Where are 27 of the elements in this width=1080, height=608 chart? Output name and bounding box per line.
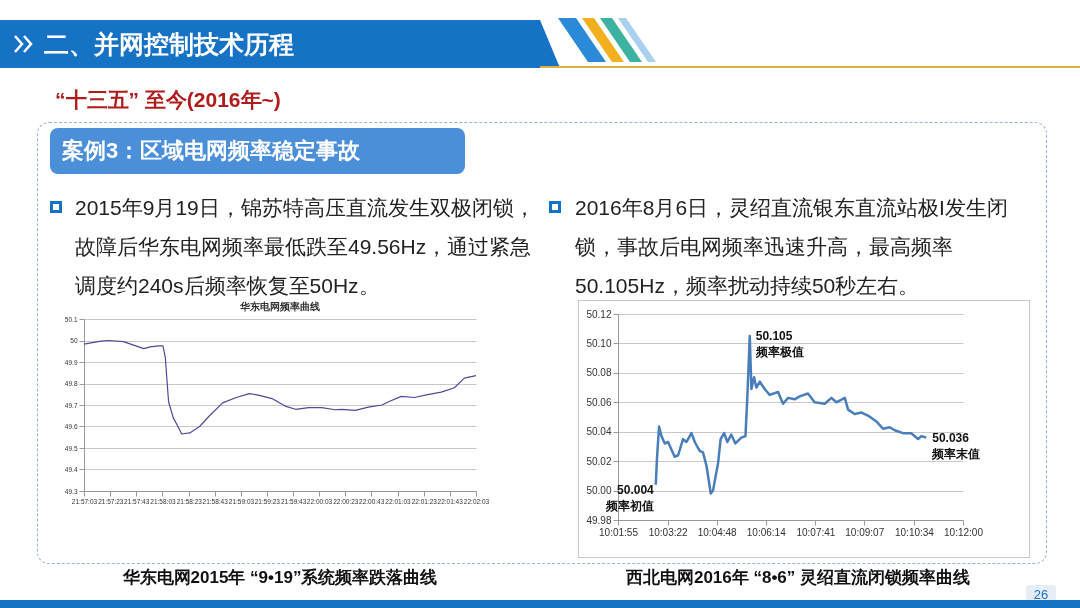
x-tick-label: 10:09:07 — [845, 526, 885, 538]
text: 案例3：区域电网频率稳定事故 — [62, 137, 361, 165]
y-tick-label: 50.12 — [586, 308, 612, 320]
x-tick-label: 10:03:22 — [648, 526, 689, 538]
text: 西北电网2016年 “8•6” 灵绍直流闭锁频率曲线 — [624, 567, 972, 589]
annotation: 50.105 频率极值 — [754, 329, 804, 360]
y-tick-label: 50.00 — [586, 485, 612, 497]
x-tick-label: 10:01:55 — [599, 526, 639, 538]
y-tick-label: 50.06 — [586, 396, 612, 408]
text: 2015年9月19日，锦苏特高压直流发生双极闭锁，故障后华东电网频率最低跌至49.56Hz，通过紧急调度约240s后频率恢复至50Hz。 — [75, 196, 535, 297]
line-series — [83, 339, 477, 435]
x-tick-label: 10:07:41 — [796, 526, 836, 538]
y-tick-label: 50.08 — [586, 367, 612, 379]
y-tick-label: 50.10 — [586, 337, 612, 349]
text: “十三五” 至今(2016年~) — [55, 87, 281, 113]
x-tick-label: 10:06:14 — [746, 526, 787, 538]
annotation: 50.036 频率末值 — [931, 430, 981, 461]
x-tick-label: 10:04:48 — [697, 526, 738, 538]
y-tick-label: 50.04 — [586, 426, 612, 438]
x-tick-label: 10:10:34 — [894, 526, 935, 538]
chart-title: 华东电网频率曲线 — [239, 301, 320, 312]
text: 二、并网控制技术历程 — [44, 29, 294, 60]
x-tick-label: 10:12:00 — [944, 526, 984, 538]
y-tick-label: 49.98 — [586, 514, 612, 526]
text: 2016年8月6日，灵绍直流银东直流站极I发生闭锁，事故后电网频率迅速升高，最高频率50.105Hz，频率扰动持续50秒左右。 — [575, 195, 1009, 299]
text: 华东电网2015年 “9•19”系统频率跌落曲线 — [121, 567, 439, 589]
y-tick-label: 50.02 — [586, 455, 612, 467]
